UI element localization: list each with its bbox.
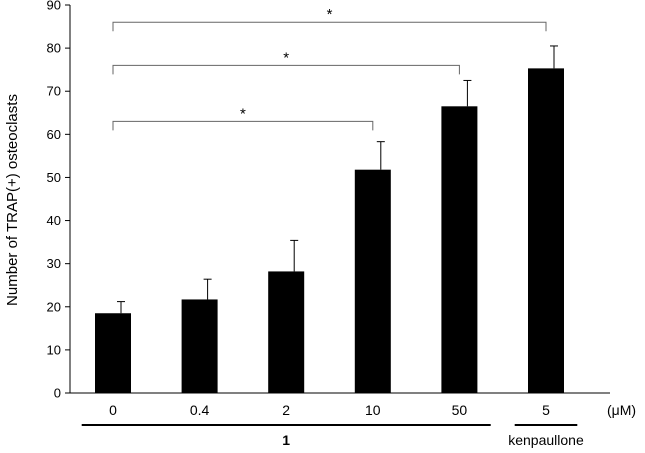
x-category-label: 50 xyxy=(452,402,468,418)
significance-label: * xyxy=(327,6,333,23)
bars xyxy=(95,68,564,394)
bar xyxy=(441,106,478,394)
significance-label: * xyxy=(240,105,246,122)
y-tick-label: 40 xyxy=(47,213,61,228)
x-unit-label: (μM) xyxy=(607,402,636,418)
x-axis: 0 0.4 2 10 50 5 (μM) xyxy=(70,392,636,418)
y-axis-label: Number of TRAP(+) osteoclasts xyxy=(4,94,21,306)
group-label: kenpaullone xyxy=(508,432,584,448)
bar xyxy=(95,313,131,393)
y-tick-label: 60 xyxy=(47,127,61,142)
x-category-label: 0 xyxy=(109,402,117,418)
y-tick-label: 30 xyxy=(47,256,61,271)
y-tick-label: 80 xyxy=(47,41,61,56)
bar xyxy=(181,299,218,393)
x-category-label: 10 xyxy=(365,402,381,418)
error-bars xyxy=(117,45,558,314)
group-labels: 1 kenpaullone xyxy=(81,424,584,448)
bar xyxy=(528,68,564,393)
significance-bracket xyxy=(112,21,547,32)
y-tick-label: 0 xyxy=(54,386,61,401)
y-tick-label: 90 xyxy=(47,0,61,13)
y-tick-label: 20 xyxy=(47,299,61,314)
y-tick-label: 70 xyxy=(47,84,61,99)
y-tick-label: 50 xyxy=(47,170,61,185)
y-tick-label: 10 xyxy=(47,342,61,357)
significance-label: * xyxy=(283,49,289,66)
significance-bracket xyxy=(112,120,374,131)
y-axis: 0 10 20 30 40 50 60 70 80 90 xyxy=(47,0,71,401)
bar xyxy=(354,169,391,393)
x-category-label: 5 xyxy=(542,402,550,418)
x-category-label: 0.4 xyxy=(190,402,210,418)
group-label: 1 xyxy=(282,432,290,448)
bar xyxy=(268,271,305,393)
x-category-label: 2 xyxy=(282,402,290,418)
significance-bracket xyxy=(112,64,460,75)
significance-brackets: * * * xyxy=(112,6,547,131)
